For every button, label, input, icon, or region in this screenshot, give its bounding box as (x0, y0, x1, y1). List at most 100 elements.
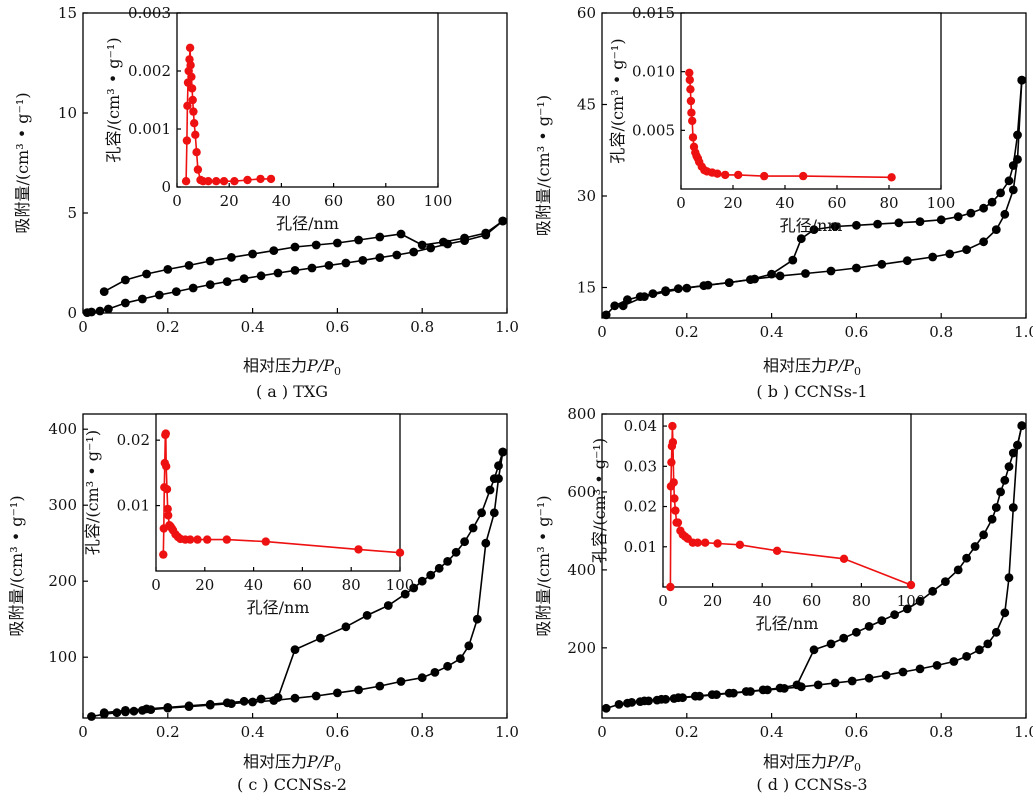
desorption-point (142, 269, 152, 279)
pore-volume-point (193, 535, 202, 544)
desorption-point (996, 487, 1005, 497)
adsorption-point (121, 298, 130, 308)
main-xtick-label: 0.2 (156, 723, 180, 741)
adsorption-point (104, 304, 113, 314)
main-xtick-label: 0.6 (325, 723, 349, 741)
main-xtick-label: 1.0 (495, 723, 519, 741)
desorption-point (788, 255, 798, 265)
inset-xtick-label: 80 (376, 192, 395, 210)
desorption-point (661, 287, 670, 297)
desorption-point (657, 694, 666, 704)
pore-volume-point (686, 85, 695, 94)
adsorption-point (673, 284, 683, 294)
adsorption-point (375, 681, 385, 691)
desorption-point (269, 246, 279, 256)
pore-volume-point (230, 177, 239, 186)
main-xtick-label: 0.6 (844, 723, 868, 741)
desorption-point (796, 234, 806, 244)
adsorption-point (902, 256, 912, 266)
pore-volume-point (688, 116, 697, 126)
adsorption-point (813, 680, 823, 690)
desorption-point (741, 687, 751, 696)
main-xtick-label: 1.0 (1014, 723, 1033, 741)
main-ytick-label: 5 (67, 204, 77, 222)
adsorption-point (601, 310, 611, 320)
inset-xtick-label: 60 (293, 576, 312, 594)
inset-ytick-label: 0.01 (624, 538, 657, 556)
desorption-point (121, 275, 130, 285)
inset-ytick-label: 0.03 (624, 457, 657, 475)
desorption-point (396, 229, 406, 239)
main-xtick-label: 0 (597, 723, 607, 741)
desorption-point (184, 261, 194, 270)
main-ytick-label: 0 (67, 304, 77, 322)
inset-ytick-label: 0.003 (128, 4, 171, 22)
inset-frame (155, 413, 401, 572)
pore-volume-point (721, 170, 730, 180)
inset-x-axis-label: 孔径/nm (780, 216, 843, 235)
pore-volume-point (190, 119, 199, 128)
adsorption-point (1000, 608, 1010, 618)
inset-ytick-label: 0.04 (624, 417, 657, 435)
inset-xtick-label: 40 (775, 194, 794, 212)
desorption-point (640, 292, 649, 301)
pore-volume-point (162, 462, 171, 471)
inset-xtick-label: 100 (927, 194, 956, 212)
inset-x-axis-label: 孔径/nm (756, 614, 819, 633)
desorption-point (864, 622, 874, 631)
desorption-point (494, 461, 503, 471)
pore-volume-point (668, 438, 678, 447)
adsorption-point (138, 294, 147, 304)
pore-volume-point (799, 171, 808, 181)
adsorption-point (915, 664, 925, 674)
pore-volume-point (354, 545, 363, 554)
desorption-point (409, 583, 419, 593)
adsorption-point (273, 268, 283, 278)
inset-ytick-label: 0.015 (632, 4, 675, 22)
y-axis-label: 吸附量/(cm³ • g⁻¹) (534, 95, 553, 236)
desorption-point (623, 698, 632, 708)
pore-volume-point (713, 169, 722, 178)
adsorption-point (154, 290, 164, 300)
desorption-point (792, 680, 802, 690)
main-xtick-label: 0 (597, 323, 607, 341)
pore-volume-point (667, 458, 676, 467)
adsorption-point (962, 652, 971, 661)
desorption-point (852, 627, 861, 637)
main-xtick-label: 0.6 (325, 318, 349, 336)
main-xtick-label: 0.4 (241, 723, 265, 741)
pore-volume-point (734, 170, 743, 180)
pore-volume-point (906, 580, 916, 590)
main-xtick-label: 0.2 (675, 323, 699, 341)
main-ytick-label: 10 (58, 104, 77, 122)
pore-volume-point (182, 136, 192, 145)
desorption-point (99, 708, 109, 718)
x-axis-label: 相对压力P/P0 (243, 752, 341, 774)
desorption-point (707, 690, 717, 699)
main-ytick-label: 400 (48, 420, 77, 438)
adsorption-point (333, 688, 342, 698)
desorption-point (1013, 440, 1022, 450)
inset-xtick-label: 60 (324, 192, 343, 210)
adsorption-point (601, 703, 611, 713)
inset-xtick-label: 100 (424, 192, 453, 210)
adsorption-point (881, 670, 891, 680)
desorption-point (417, 240, 427, 250)
desorption-point (979, 203, 988, 213)
desorption-point (936, 215, 946, 225)
main-ytick-label: 15 (577, 279, 596, 297)
adsorption-point (1008, 503, 1018, 512)
desorption-point (1004, 176, 1014, 186)
pore-volume-point (203, 535, 212, 544)
inset-chart: 0 20 40 60 80 100 0.005 0.010 0.015 孔径/nm 孔容/(cm³ … (608, 4, 955, 235)
adsorption-point (87, 712, 96, 721)
inset-xtick-label: 40 (272, 192, 291, 210)
adsorption-point (975, 645, 984, 655)
desorption-point (205, 699, 215, 709)
adsorption-point (464, 641, 474, 651)
desorption-point (383, 601, 393, 610)
pore-volume-point (219, 177, 229, 186)
inset-frame (176, 12, 439, 188)
inset-y-axis-label: 孔容/(cm³ • g⁻¹) (83, 430, 102, 555)
adsorption-point (171, 287, 181, 296)
